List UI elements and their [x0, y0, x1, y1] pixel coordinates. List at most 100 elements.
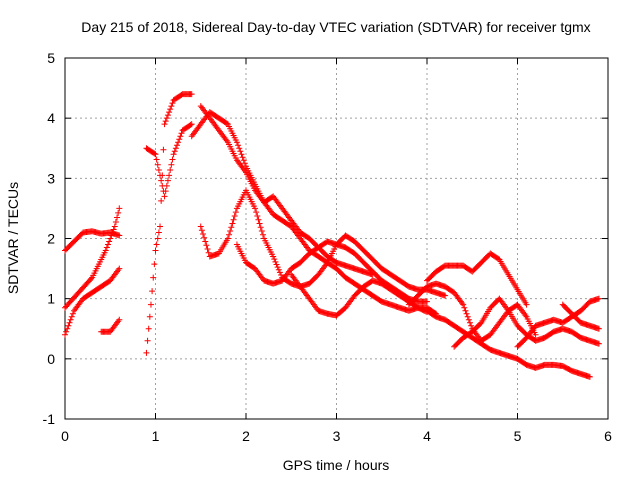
data-point [464, 313, 471, 320]
data-point [224, 235, 231, 242]
data-point [152, 151, 159, 158]
data-point [197, 223, 204, 230]
data-point [108, 232, 115, 239]
data-point [270, 253, 277, 260]
data-point [200, 230, 207, 237]
data-point [466, 319, 473, 326]
data-point [275, 266, 282, 273]
data-point [201, 234, 208, 241]
data-point [161, 121, 168, 128]
data-point [62, 331, 68, 338]
y-tick-label: -1 [43, 411, 56, 427]
axis-ticks [64, 57, 609, 420]
x-tick-label: 0 [61, 428, 69, 444]
data-point [532, 331, 539, 338]
data-point [151, 150, 158, 157]
data-point [178, 130, 185, 137]
data-point [187, 121, 194, 128]
x-tick-label: 2 [242, 428, 250, 444]
data-point [462, 307, 469, 314]
data-point [69, 310, 76, 317]
data-point [65, 322, 72, 329]
data-point [116, 316, 123, 323]
data-point [155, 229, 162, 236]
data-point [258, 227, 265, 234]
data-marks [62, 91, 602, 380]
data-point [226, 231, 233, 238]
data-point [64, 325, 71, 332]
data-point [172, 145, 179, 152]
data-point [152, 247, 159, 254]
data-point [175, 139, 182, 146]
data-point [107, 235, 114, 242]
x-tick-label: 5 [514, 428, 522, 444]
data-point [461, 304, 468, 311]
data-point [154, 235, 161, 242]
data-point [595, 340, 602, 347]
data-point [154, 161, 161, 168]
data-point [198, 227, 205, 234]
data-point [151, 261, 158, 268]
data-point [110, 226, 117, 233]
data-point [157, 172, 164, 179]
data-point [273, 261, 280, 268]
data-point [104, 241, 111, 248]
series-track-c [62, 265, 123, 338]
series-track-d [98, 316, 123, 335]
data-point [102, 247, 109, 254]
data-point [173, 142, 180, 149]
data-point [477, 320, 484, 327]
y-tick-label: 0 [47, 351, 55, 367]
series-track-m [424, 307, 593, 380]
series-track-o [451, 295, 602, 350]
data-point [463, 310, 470, 317]
data-point [112, 218, 119, 225]
data-point [278, 271, 285, 278]
data-point [586, 373, 593, 380]
data-point [162, 188, 169, 195]
data-point [188, 121, 195, 128]
series-track-n [405, 280, 539, 344]
y-tick-labels: -1 0 1 2 3 4 5 [43, 50, 56, 427]
data-point [256, 220, 263, 227]
data-point [176, 136, 183, 143]
data-point [106, 238, 113, 245]
data-point [157, 223, 164, 230]
data-point [167, 167, 174, 174]
data-point [237, 148, 244, 155]
series-track-f [143, 121, 195, 200]
data-point [227, 227, 234, 234]
data-point [153, 156, 160, 163]
data-point [103, 244, 110, 251]
x-axis-title: GPS time / hours [283, 457, 390, 473]
data-point [114, 214, 121, 221]
data-point [240, 157, 247, 164]
data-point [143, 349, 150, 356]
data-point [465, 316, 472, 323]
data-point [116, 232, 123, 239]
data-point [169, 156, 176, 163]
data-point [254, 212, 261, 219]
data-point [595, 325, 602, 332]
data-point [468, 322, 475, 329]
data-point [163, 182, 170, 189]
y-axis-title: SDTVAR / TECUs [5, 182, 21, 294]
data-point [67, 316, 74, 323]
data-point [162, 118, 169, 125]
x-tick-labels: 0 1 2 3 4 5 6 [61, 428, 612, 444]
data-point [238, 151, 245, 158]
data-point [163, 115, 170, 122]
data-point [160, 146, 167, 153]
data-point [63, 328, 70, 335]
data-point [166, 172, 173, 179]
data-point [235, 142, 242, 149]
y-tick-label: 2 [47, 231, 55, 247]
data-point [161, 193, 168, 200]
data-point [276, 269, 283, 276]
data-point [115, 209, 122, 216]
data-point [109, 229, 116, 236]
data-point [188, 91, 195, 98]
y-tick-label: 5 [47, 50, 55, 66]
data-point [155, 167, 162, 174]
data-point [223, 120, 230, 127]
